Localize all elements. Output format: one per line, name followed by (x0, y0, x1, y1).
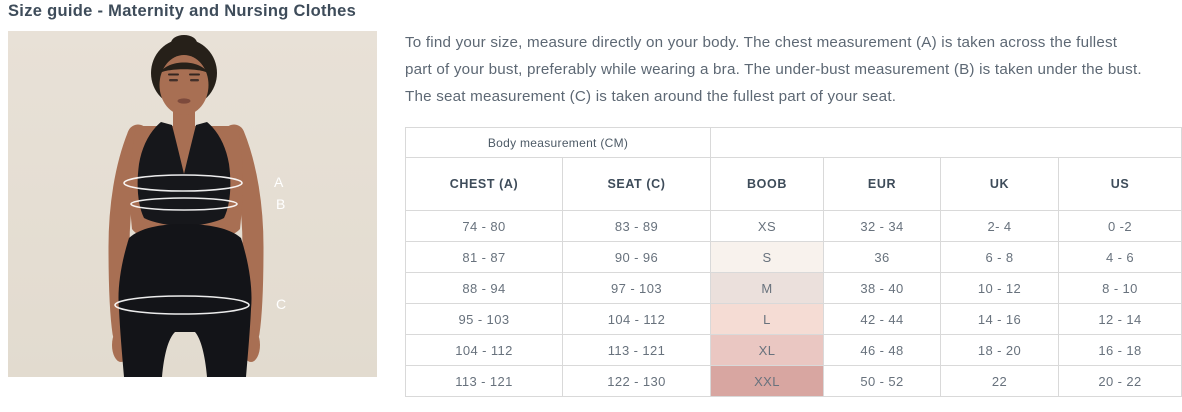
chest-cell: 113 - 121 (405, 365, 563, 397)
eur-cell: 50 - 52 (823, 365, 941, 397)
seat-cell: 97 - 103 (562, 272, 711, 304)
chest-cell: 81 - 87 (405, 241, 563, 273)
size-table: Body measurement (CM) CHEST (A) SEAT (C)… (405, 127, 1182, 397)
boob-cell: L (710, 303, 824, 335)
table-row: 95 - 103 104 - 112 L 42 - 44 14 - 16 12 - 14 (405, 303, 1182, 335)
boob-cell: S (710, 241, 824, 273)
underbust-line (130, 197, 238, 211)
uk-cell: 14 - 16 (940, 303, 1059, 335)
measurement-photo: A B C (8, 31, 377, 377)
seat-cell: 104 - 112 (562, 303, 711, 335)
page-title: Size guide - Maternity and Nursing Cloth… (8, 2, 357, 20)
table-row: 113 - 121 122 - 130 XXL 50 - 52 22 20 - 22 (405, 365, 1182, 397)
chest-cell: 104 - 112 (405, 334, 563, 366)
boob-cell: XS (710, 210, 824, 242)
chest-cell: 88 - 94 (405, 272, 563, 304)
uk-cell: 18 - 20 (940, 334, 1059, 366)
column-header-us: US (1058, 157, 1182, 211)
eur-cell: 32 - 34 (823, 210, 941, 242)
uk-cell: 22 (940, 365, 1059, 397)
column-header-seat: SEAT (C) (562, 157, 711, 211)
body-measurement-illustration: A B C (8, 31, 377, 377)
group-header-spacer (710, 127, 1182, 158)
eur-cell: 46 - 48 (823, 334, 941, 366)
seat-line (114, 295, 250, 315)
label-underbust: B (276, 196, 286, 212)
measurement-labels: A B C (274, 174, 287, 312)
table-group-header-row: Body measurement (CM) (405, 127, 1182, 158)
boob-cell: M (710, 272, 824, 304)
column-header-eur: EUR (823, 157, 941, 211)
column-header-boob: BOOB (710, 157, 824, 211)
body-measurement-header: Body measurement (CM) (405, 127, 711, 158)
label-chest: A (274, 174, 284, 190)
seat-cell: 90 - 96 (562, 241, 711, 273)
seat-cell: 122 - 130 (562, 365, 711, 397)
table-row: 104 - 112 113 - 121 XL 46 - 48 18 - 20 16 - 1… (405, 334, 1182, 366)
size-guide-description: To find your size, measure directly on y… (405, 34, 1142, 105)
us-cell: 12 - 14 (1058, 303, 1182, 335)
chest-cell: 74 - 80 (405, 210, 563, 242)
us-cell: 8 - 10 (1058, 272, 1182, 304)
uk-cell: 6 - 8 (940, 241, 1059, 273)
boob-cell: XXL (710, 365, 824, 397)
us-cell: 0 -2 (1058, 210, 1182, 242)
chest-line (123, 174, 243, 192)
column-header-uk: UK (940, 157, 1059, 211)
seat-cell: 83 - 89 (562, 210, 711, 242)
face (159, 55, 209, 115)
pants (118, 224, 252, 377)
eur-cell: 38 - 40 (823, 272, 941, 304)
boob-cell: XL (710, 334, 824, 366)
table-row: 88 - 94 97 - 103 M 38 - 40 10 - 12 8 - 10 (405, 272, 1182, 304)
us-cell: 16 - 18 (1058, 334, 1182, 366)
column-header-chest: CHEST (A) (405, 157, 563, 211)
us-cell: 4 - 6 (1058, 241, 1182, 273)
eur-cell: 42 - 44 (823, 303, 941, 335)
us-cell: 20 - 22 (1058, 365, 1182, 397)
uk-cell: 2- 4 (940, 210, 1059, 242)
measurement-lines (114, 174, 250, 315)
bra-top (137, 122, 231, 226)
uk-cell: 10 - 12 (940, 272, 1059, 304)
eur-cell: 36 (823, 241, 941, 273)
seat-cell: 113 - 121 (562, 334, 711, 366)
chest-cell: 95 - 103 (405, 303, 563, 335)
label-seat: C (276, 296, 287, 312)
table-header-row: CHEST (A) SEAT (C) BOOB EUR UK US (405, 157, 1182, 211)
